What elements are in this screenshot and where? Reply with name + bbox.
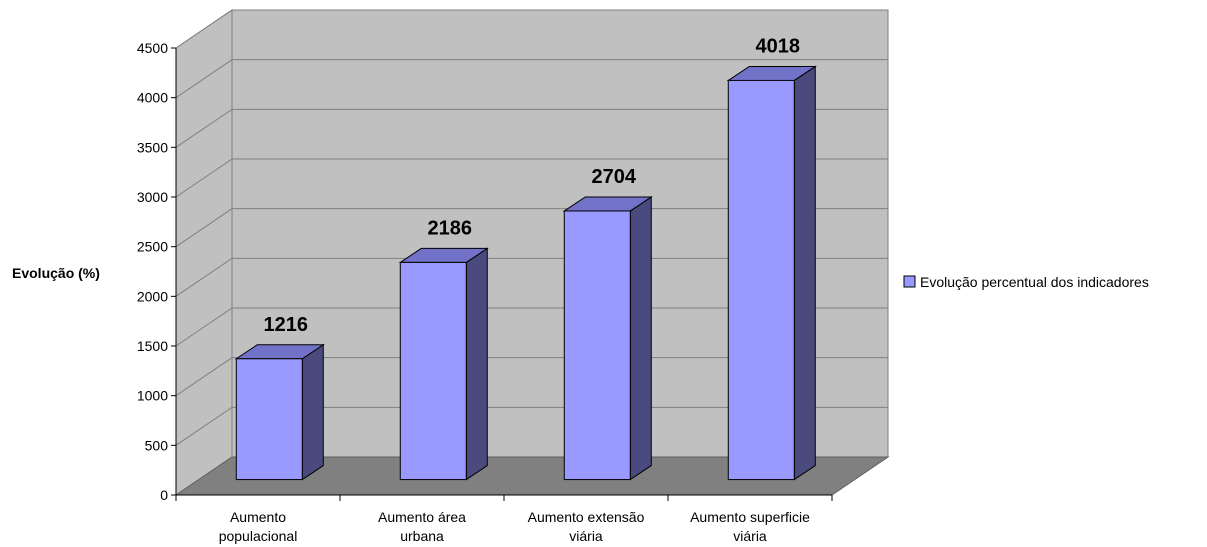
bar-front [235, 358, 303, 481]
x-tick-label: Aumento populacional [219, 509, 298, 544]
legend: Evolução percentual dos indicadores [903, 274, 1149, 290]
bars: 1216 2186 2704 4018 [234, 35, 817, 481]
x-axis: Aumento populacional Aumento área urbana Aum… [175, 494, 833, 544]
bar-side [629, 196, 652, 481]
y-axis: 0 500 1000 1500 2000 2500 3000 3500 4000 4500 [137, 40, 177, 503]
bar-front [399, 261, 467, 481]
gridline [175, 158, 888, 198]
bar-side [301, 343, 324, 481]
data-label: 4018 [756, 35, 801, 57]
y-tick-label: 2000 [137, 288, 168, 304]
bar [562, 196, 653, 481]
x-tick-label: Aumento área urbana [378, 509, 466, 544]
gridline [175, 208, 888, 248]
data-label: 1216 [264, 314, 309, 336]
gridlines [175, 9, 888, 446]
bar-side [465, 247, 488, 481]
y-tick-label: 1000 [137, 388, 168, 404]
legend-label: Evolução percentual dos indicadores [920, 274, 1149, 290]
data-label: 2186 [428, 217, 473, 239]
bar-front [563, 210, 631, 481]
y-tick-label: 2500 [137, 239, 168, 255]
y-tick-label: 4500 [137, 40, 168, 56]
bar [398, 247, 489, 481]
bar [234, 343, 325, 481]
gridline [175, 406, 888, 446]
bar-side [793, 65, 816, 481]
y-tick-label: 3500 [137, 139, 168, 155]
legend-swatch [903, 275, 916, 288]
y-tick-label: 500 [145, 437, 169, 453]
gridline [175, 357, 888, 397]
y-tick-label: 3000 [137, 189, 168, 205]
x-tick-label: Aumento superficie viária [690, 509, 810, 544]
gridline [175, 307, 888, 347]
gridline [175, 108, 888, 148]
bar [726, 65, 817, 481]
data-label: 2704 [592, 166, 637, 188]
y-tick-label: 0 [160, 487, 168, 503]
gridline [175, 9, 888, 49]
x-tick-label: Aumento extensão viária [528, 509, 645, 544]
gridline [175, 59, 888, 99]
y-tick-label: 1500 [137, 338, 168, 354]
side-wall [175, 9, 233, 496]
y-tick-label: 4000 [137, 90, 168, 106]
gridline [175, 257, 888, 297]
y-axis-title: Evolução (%) [12, 265, 100, 281]
bar-front [727, 79, 795, 481]
